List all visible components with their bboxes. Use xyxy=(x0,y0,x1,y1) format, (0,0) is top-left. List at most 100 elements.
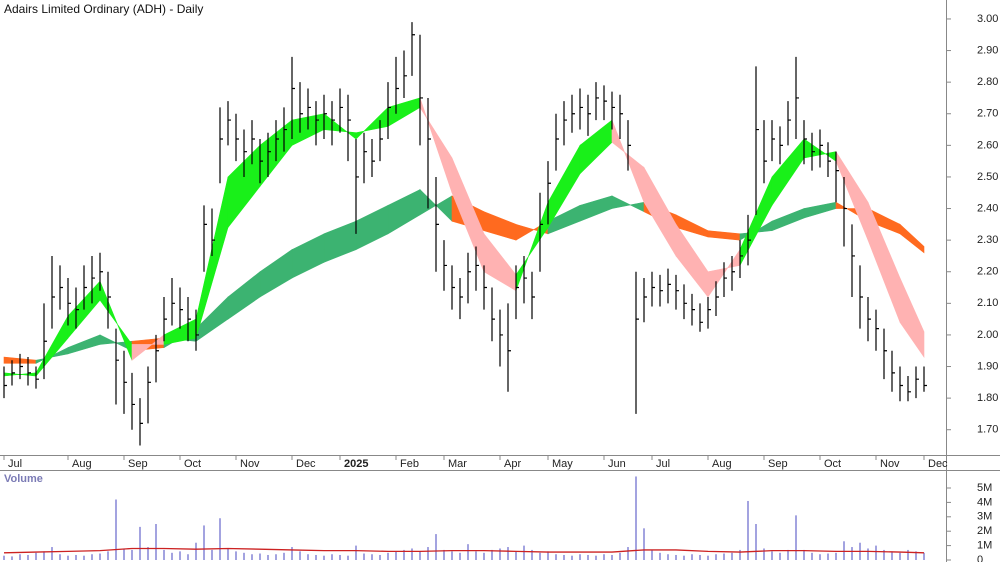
volume-bar xyxy=(779,552,781,560)
volume-bar xyxy=(627,547,629,560)
volume-bar xyxy=(763,548,765,560)
y-tick-label: 2.20 xyxy=(977,266,998,278)
volume-bar xyxy=(499,548,501,560)
price-bar xyxy=(275,120,279,162)
volume-bar xyxy=(523,545,525,560)
volume-bar xyxy=(731,552,733,560)
price-bar xyxy=(99,252,103,291)
ribbon-segment xyxy=(483,211,517,241)
volume-tick-label: 0 xyxy=(977,554,983,562)
volume-bar xyxy=(163,549,165,560)
x-tick-label: Jul xyxy=(656,458,670,470)
volume-tick-label: 4M xyxy=(977,496,992,508)
volume-bar xyxy=(467,544,469,560)
price-bar xyxy=(195,309,199,351)
price-bar xyxy=(27,357,31,386)
volume-bar xyxy=(635,476,637,560)
price-bar xyxy=(395,56,399,114)
price-bar xyxy=(147,366,151,424)
price-bar xyxy=(371,139,375,177)
ribbons xyxy=(3,97,925,377)
volume-bar xyxy=(803,549,805,560)
price-bar xyxy=(131,372,135,430)
x-tick-label: Feb xyxy=(400,458,419,470)
volume-bar xyxy=(555,554,557,560)
volume-bar xyxy=(211,549,213,560)
volume-bar xyxy=(299,551,301,560)
volume-bar xyxy=(699,554,701,560)
price-bar xyxy=(443,240,447,291)
x-tick-label: Dec xyxy=(296,458,316,470)
volume-bar xyxy=(403,549,405,560)
ribbon-segment xyxy=(611,195,645,213)
volume-bar xyxy=(451,551,453,560)
x-tick-label: Nov xyxy=(240,458,260,470)
x-tick-label: Apr xyxy=(504,458,521,470)
volume-bar xyxy=(235,551,237,560)
price-bar xyxy=(347,94,351,162)
volume-bar xyxy=(123,548,125,560)
volume-bar xyxy=(787,549,789,560)
price-bar xyxy=(899,366,903,402)
x-tick-label: Aug xyxy=(72,458,92,470)
price-bar xyxy=(795,56,799,140)
x-tick-label: Jun xyxy=(608,458,626,470)
price-bar xyxy=(915,366,919,399)
price-bar xyxy=(771,120,775,162)
price-bar xyxy=(43,303,47,380)
price-bar xyxy=(243,129,247,177)
x-tick-label: Dec xyxy=(928,458,948,470)
ribbon-segment xyxy=(387,97,421,127)
price-bar xyxy=(611,91,615,130)
volume-bar xyxy=(611,554,613,560)
price-bar xyxy=(219,107,223,184)
volume-bar xyxy=(363,553,365,560)
price-bar xyxy=(867,297,871,342)
price-bar xyxy=(227,101,231,146)
price-bar xyxy=(235,113,239,162)
price-bar xyxy=(803,120,807,165)
volume-bar xyxy=(27,554,29,560)
volume-bar xyxy=(83,555,85,560)
volume-bar xyxy=(395,551,397,560)
price-bar xyxy=(587,94,591,136)
price-bar xyxy=(531,271,535,320)
volume-bar xyxy=(243,552,245,560)
x-tick-label: May xyxy=(552,458,573,470)
ribbon-segment xyxy=(899,223,925,254)
price-bar xyxy=(179,287,183,329)
x-tick-label: Jul xyxy=(8,458,22,470)
price-bar xyxy=(427,97,431,209)
volume-bar xyxy=(323,555,325,560)
price-bar xyxy=(187,297,191,342)
y-tick-label: 1.80 xyxy=(977,392,998,404)
volume-bar xyxy=(667,554,669,560)
volume-bar xyxy=(307,554,309,560)
volume-bar xyxy=(691,554,693,560)
volume-bar xyxy=(19,554,21,560)
price-bar xyxy=(875,309,879,351)
volume-bar xyxy=(595,555,597,560)
x-tick-label: Aug xyxy=(712,458,732,470)
price-bar xyxy=(811,132,815,171)
price-bar xyxy=(379,120,383,162)
volume-bar xyxy=(475,551,477,560)
volume-bar xyxy=(811,552,813,560)
volume-bar xyxy=(883,549,885,560)
price-bar xyxy=(651,271,655,307)
price-bar xyxy=(699,303,703,332)
volume-bar xyxy=(835,552,837,560)
volume-bar xyxy=(587,554,589,560)
ribbon-segment xyxy=(387,189,421,235)
volume-bar xyxy=(131,549,133,560)
price-bar xyxy=(643,278,647,323)
ribbon-segment xyxy=(803,201,837,219)
volume-bar xyxy=(707,555,709,560)
price-bar xyxy=(555,113,559,171)
price-bar xyxy=(835,151,839,203)
price-bar xyxy=(595,82,599,121)
price-bar xyxy=(547,161,551,225)
price-bar xyxy=(35,366,39,389)
ribbon-segment xyxy=(483,232,517,292)
